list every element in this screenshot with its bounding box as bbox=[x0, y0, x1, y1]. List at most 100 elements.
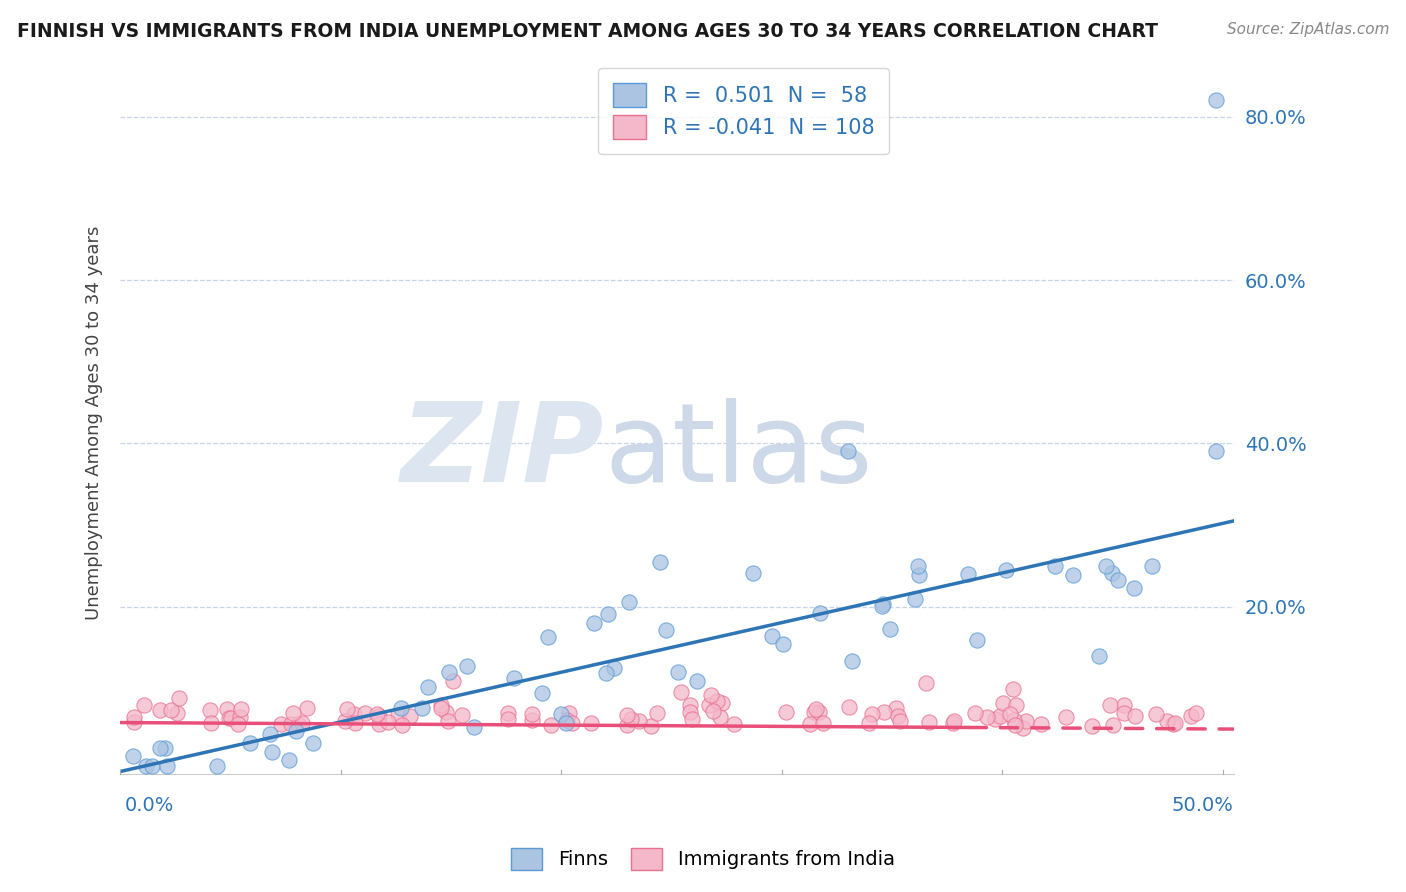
Point bbox=[666, 665, 689, 679]
Point bbox=[617, 595, 640, 609]
Point bbox=[918, 715, 941, 730]
Point bbox=[287, 716, 309, 731]
Point bbox=[155, 740, 177, 755]
Point bbox=[998, 707, 1021, 722]
Point bbox=[879, 623, 901, 637]
Point bbox=[436, 714, 458, 728]
Legend: R =  0.501  N =  58, R = -0.041  N = 108: R = 0.501 N = 58, R = -0.041 N = 108 bbox=[599, 68, 889, 153]
Point bbox=[620, 713, 643, 727]
Point bbox=[761, 629, 783, 643]
Point bbox=[686, 674, 709, 689]
Point bbox=[1156, 714, 1178, 728]
Point bbox=[540, 718, 562, 732]
Point bbox=[218, 711, 240, 725]
Point bbox=[343, 707, 366, 722]
Point bbox=[860, 706, 883, 721]
Point bbox=[520, 706, 543, 721]
Point bbox=[1005, 698, 1028, 712]
Point bbox=[582, 615, 605, 630]
Point bbox=[804, 702, 827, 716]
Point bbox=[616, 707, 638, 722]
Point bbox=[389, 700, 412, 714]
Point bbox=[884, 701, 907, 715]
Point bbox=[1062, 567, 1084, 582]
Point bbox=[366, 707, 388, 722]
Point bbox=[907, 558, 929, 573]
Point bbox=[1043, 558, 1066, 573]
Point bbox=[451, 708, 474, 723]
Legend: Finns, Immigrants from India: Finns, Immigrants from India bbox=[503, 839, 903, 878]
Point bbox=[811, 716, 834, 731]
Point bbox=[595, 665, 617, 680]
Point bbox=[122, 710, 145, 724]
Point bbox=[1081, 719, 1104, 733]
Point bbox=[872, 597, 894, 611]
Point bbox=[741, 566, 763, 580]
Point bbox=[135, 759, 157, 773]
Point bbox=[1114, 706, 1136, 720]
Point bbox=[1002, 713, 1025, 727]
Text: 50.0%: 50.0% bbox=[1173, 796, 1234, 815]
Point bbox=[1101, 566, 1123, 581]
Point bbox=[887, 709, 910, 723]
Point bbox=[217, 702, 239, 716]
Point bbox=[122, 714, 145, 729]
Point bbox=[775, 705, 797, 719]
Point bbox=[870, 599, 893, 614]
Point bbox=[1098, 698, 1121, 712]
Point bbox=[416, 680, 439, 694]
Point bbox=[697, 698, 720, 713]
Point bbox=[837, 444, 859, 458]
Point bbox=[226, 717, 249, 731]
Point bbox=[711, 697, 734, 711]
Point bbox=[681, 712, 703, 726]
Point bbox=[149, 740, 172, 755]
Point bbox=[772, 637, 794, 651]
Point bbox=[957, 566, 980, 581]
Point bbox=[198, 703, 221, 717]
Point bbox=[141, 759, 163, 773]
Point bbox=[399, 708, 422, 723]
Point bbox=[1002, 682, 1025, 697]
Point bbox=[270, 716, 292, 731]
Point bbox=[650, 555, 672, 569]
Point bbox=[1144, 707, 1167, 722]
Point bbox=[291, 716, 314, 731]
Point bbox=[555, 714, 578, 728]
Point bbox=[942, 716, 965, 731]
Point bbox=[1088, 649, 1111, 664]
Point bbox=[1125, 708, 1147, 723]
Point bbox=[441, 673, 464, 688]
Point bbox=[723, 716, 745, 731]
Point bbox=[1012, 721, 1035, 735]
Point bbox=[838, 699, 860, 714]
Point bbox=[353, 706, 375, 721]
Point bbox=[799, 717, 821, 731]
Text: atlas: atlas bbox=[605, 398, 873, 505]
Point bbox=[988, 708, 1011, 723]
Point bbox=[581, 715, 603, 730]
Point bbox=[149, 703, 172, 717]
Point bbox=[907, 567, 929, 582]
Point bbox=[496, 706, 519, 721]
Point bbox=[808, 705, 831, 719]
Point bbox=[387, 708, 409, 723]
Point bbox=[942, 714, 965, 729]
Point bbox=[858, 716, 880, 731]
Point bbox=[434, 705, 457, 719]
Point bbox=[679, 705, 702, 719]
Point bbox=[1004, 718, 1026, 732]
Text: ZIP: ZIP bbox=[401, 398, 605, 505]
Text: FINNISH VS IMMIGRANTS FROM INDIA UNEMPLOYMENT AMONG AGES 30 TO 34 YEARS CORRELAT: FINNISH VS IMMIGRANTS FROM INDIA UNEMPLO… bbox=[17, 22, 1159, 41]
Point bbox=[561, 716, 583, 731]
Point bbox=[993, 697, 1015, 711]
Point bbox=[278, 753, 301, 767]
Point bbox=[1140, 558, 1163, 573]
Point bbox=[229, 710, 252, 724]
Point bbox=[904, 592, 927, 607]
Point bbox=[915, 676, 938, 690]
Point bbox=[166, 706, 188, 720]
Point bbox=[503, 671, 526, 685]
Point bbox=[558, 706, 581, 721]
Point bbox=[336, 701, 359, 715]
